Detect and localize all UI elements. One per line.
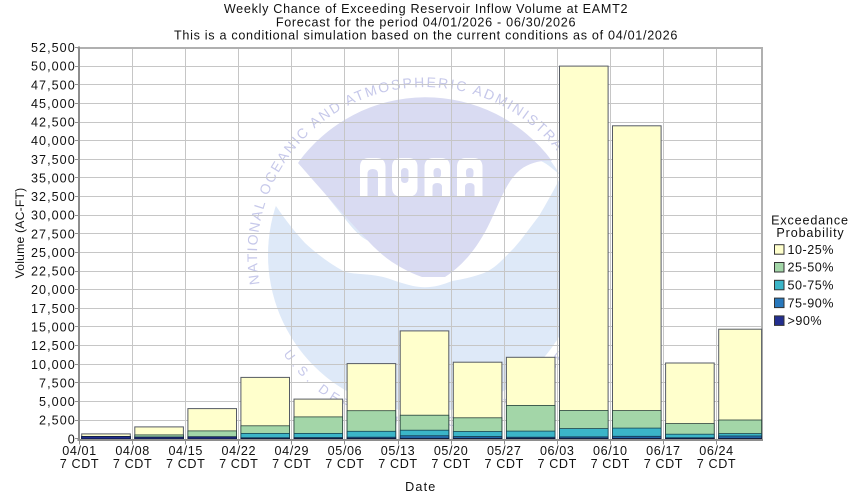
svg-text:25,000: 25,000 [31,246,76,260]
svg-text:30,000: 30,000 [31,209,76,223]
svg-text:0: 0 [68,432,76,446]
svg-text:32,500: 32,500 [31,190,76,204]
svg-text:04/08: 04/08 [115,444,150,458]
svg-text:50,000: 50,000 [31,60,76,74]
svg-text:37,500: 37,500 [31,153,76,167]
svg-text:20,000: 20,000 [31,283,76,297]
svg-text:47,500: 47,500 [31,78,76,92]
svg-text:7 CDT: 7 CDT [697,457,736,471]
svg-text:06/03: 06/03 [540,444,575,458]
svg-text:05/13: 05/13 [381,444,416,458]
svg-text:7 CDT: 7 CDT [591,457,630,471]
svg-text:5,000: 5,000 [39,395,76,409]
svg-text:Probability: Probability [776,226,844,240]
svg-text:06/24: 06/24 [699,444,734,458]
svg-text:7,500: 7,500 [39,376,76,390]
svg-text:7 CDT: 7 CDT [166,457,205,471]
svg-text:04/29: 04/29 [275,444,310,458]
svg-text:7 CDT: 7 CDT [60,457,99,471]
svg-text:22,500: 22,500 [31,265,76,279]
svg-text:7 CDT: 7 CDT [272,457,311,471]
svg-text:12,500: 12,500 [31,339,76,353]
svg-text:7 CDT: 7 CDT [644,457,683,471]
svg-text:04/22: 04/22 [222,444,257,458]
svg-text:7 CDT: 7 CDT [378,457,417,471]
svg-text:05/20: 05/20 [434,444,469,458]
svg-text:Exceedance: Exceedance [771,214,849,228]
svg-text:75-90%: 75-90% [788,296,834,310]
svg-text:05/27: 05/27 [487,444,522,458]
svg-text:15,000: 15,000 [31,321,76,335]
svg-text:45,000: 45,000 [31,97,76,111]
svg-text:>90%: >90% [788,314,823,328]
svg-text:Forecast for the period 04/01/: Forecast for the period 04/01/2026 - 06/… [276,15,576,29]
svg-text:42,500: 42,500 [31,116,76,130]
svg-text:This is a conditional simulati: This is a conditional simulation based o… [174,28,678,42]
svg-text:7 CDT: 7 CDT [219,457,258,471]
svg-text:52,500: 52,500 [31,41,76,55]
svg-text:27,500: 27,500 [31,227,76,241]
svg-text:10-25%: 10-25% [788,243,834,257]
svg-text:04/15: 04/15 [168,444,203,458]
svg-text:40,000: 40,000 [31,134,76,148]
svg-text:17,500: 17,500 [31,302,76,316]
svg-text:2,500: 2,500 [39,414,76,428]
svg-text:35,000: 35,000 [31,171,76,185]
svg-text:Volume (AC-FT): Volume (AC-FT) [13,188,27,279]
svg-text:10,000: 10,000 [31,358,76,372]
svg-text:7 CDT: 7 CDT [325,457,364,471]
svg-text:Weekly Chance of Exceeding Res: Weekly Chance of Exceeding Reservoir Inf… [224,2,628,16]
svg-text:7 CDT: 7 CDT [431,457,470,471]
svg-text:25-50%: 25-50% [788,261,834,275]
svg-text:7 CDT: 7 CDT [113,457,152,471]
svg-text:Date: Date [405,480,436,494]
svg-text:04/01: 04/01 [62,444,97,458]
svg-text:05/06: 05/06 [328,444,363,458]
svg-text:06/10: 06/10 [593,444,628,458]
svg-text:50-75%: 50-75% [788,279,834,293]
svg-text:06/17: 06/17 [646,444,681,458]
svg-text:7 CDT: 7 CDT [485,457,524,471]
svg-text:7 CDT: 7 CDT [538,457,577,471]
